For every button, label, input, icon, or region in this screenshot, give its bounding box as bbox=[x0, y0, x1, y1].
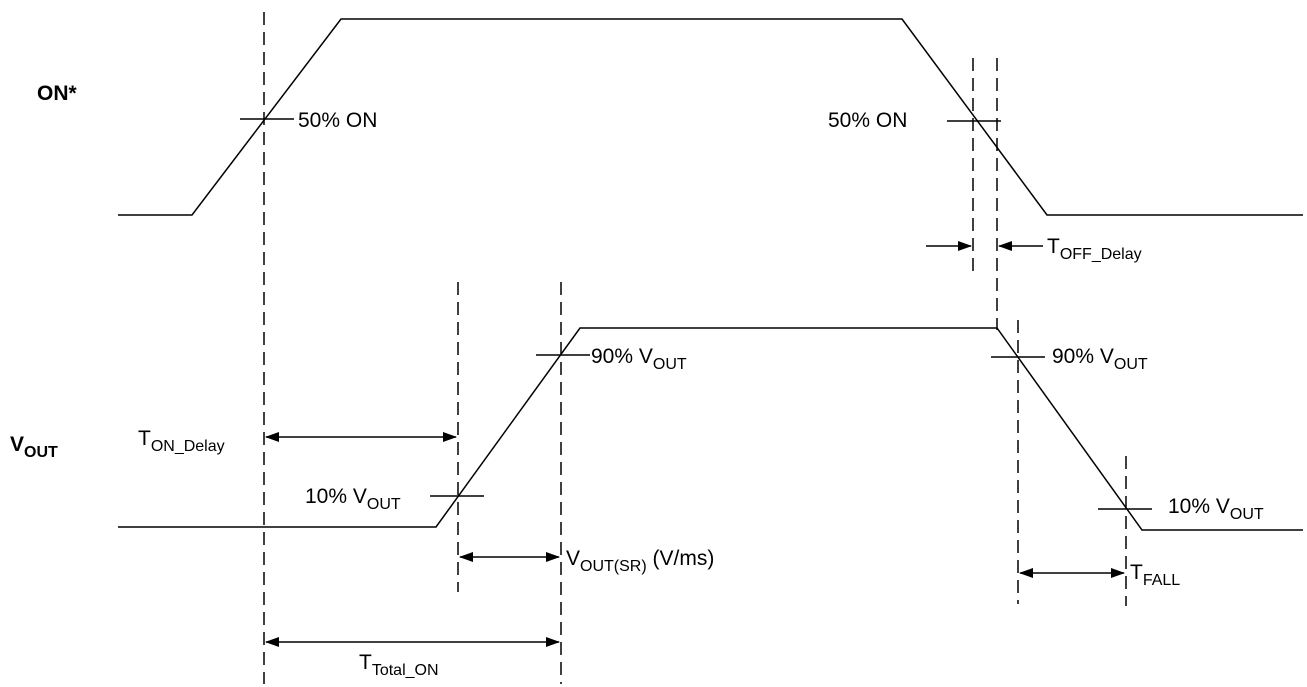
label-tfall: TFALL bbox=[1130, 561, 1180, 589]
label-on-rise-50: 50% ON bbox=[298, 109, 377, 132]
label-on-fall-50: 50% ON bbox=[828, 109, 907, 132]
label-vout-fall-90: 90% VOUT bbox=[1052, 345, 1148, 373]
on-signal-trace bbox=[118, 18, 1303, 216]
label-ton-delay: TON_Delay bbox=[138, 427, 225, 455]
label-ttotal-on: TTotal_ON bbox=[359, 651, 439, 679]
label-vout-fall-10: 10% VOUT bbox=[1168, 495, 1264, 523]
label-vout-rise-10: 10% VOUT bbox=[305, 485, 401, 513]
vout-signal-trace bbox=[118, 327, 1303, 531]
label-vout-rise-90: 90% VOUT bbox=[591, 345, 687, 373]
label-slew-rate: VOUT(SR) (V/ms) bbox=[566, 547, 714, 575]
signal-label-vout: VOUT bbox=[10, 433, 58, 461]
signal-label-on: ON* bbox=[37, 82, 78, 105]
label-toff-delay: TOFF_Delay bbox=[1047, 235, 1142, 263]
